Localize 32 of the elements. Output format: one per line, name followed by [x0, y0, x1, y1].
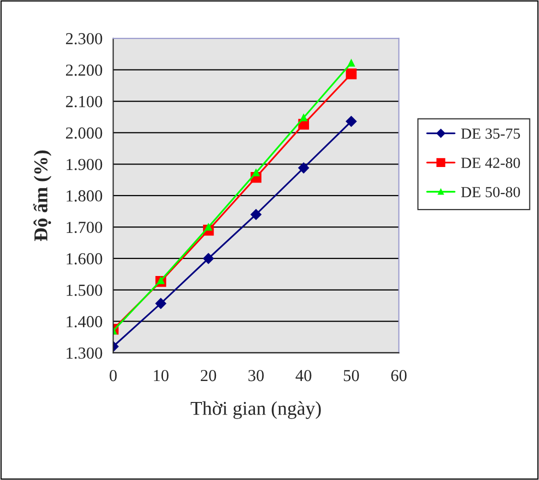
- y-tick-label: 2.300: [66, 33, 102, 44]
- x-tick-label: 60: [391, 370, 407, 382]
- point: [250, 209, 262, 220]
- x-tick-label: 20: [200, 370, 216, 382]
- x-tick-label: 50: [344, 370, 359, 382]
- point: [346, 116, 357, 127]
- x-tick-label: 10: [154, 370, 168, 382]
- point: [155, 298, 166, 309]
- y-tick-label: 1.500: [66, 284, 102, 296]
- x-tick-label: 40: [296, 370, 312, 382]
- x-axis-title: Thời gian (ngày): [190, 401, 321, 419]
- point: [346, 68, 357, 80]
- legend-label: DE 35-75: [461, 128, 520, 139]
- point: [348, 59, 355, 67]
- y-tick-label: 1.400: [66, 316, 102, 328]
- point: [252, 169, 260, 176]
- y-tick-label: 1.300: [66, 348, 102, 359]
- y-tick-label: 2.200: [66, 64, 102, 76]
- point: [298, 162, 310, 174]
- y-tick-label: 1.700: [66, 222, 102, 234]
- point: [300, 114, 308, 122]
- x-tick-label: 30: [248, 370, 264, 382]
- y-tick-label: 1.800: [66, 190, 102, 202]
- legend-label: DE 42-80: [461, 158, 520, 168]
- point: [202, 253, 214, 264]
- y-tick-label: 1.600: [66, 253, 102, 264]
- y-tick-label: 2.100: [66, 96, 102, 108]
- y-axis-title: Độ ẩm (%): [33, 150, 52, 242]
- x-tick-label: 0: [110, 370, 117, 382]
- y-tick-label: 2.000: [66, 127, 102, 139]
- legend-label: DE 50-80: [461, 186, 520, 198]
- y-tick-label: 1.900: [66, 158, 102, 170]
